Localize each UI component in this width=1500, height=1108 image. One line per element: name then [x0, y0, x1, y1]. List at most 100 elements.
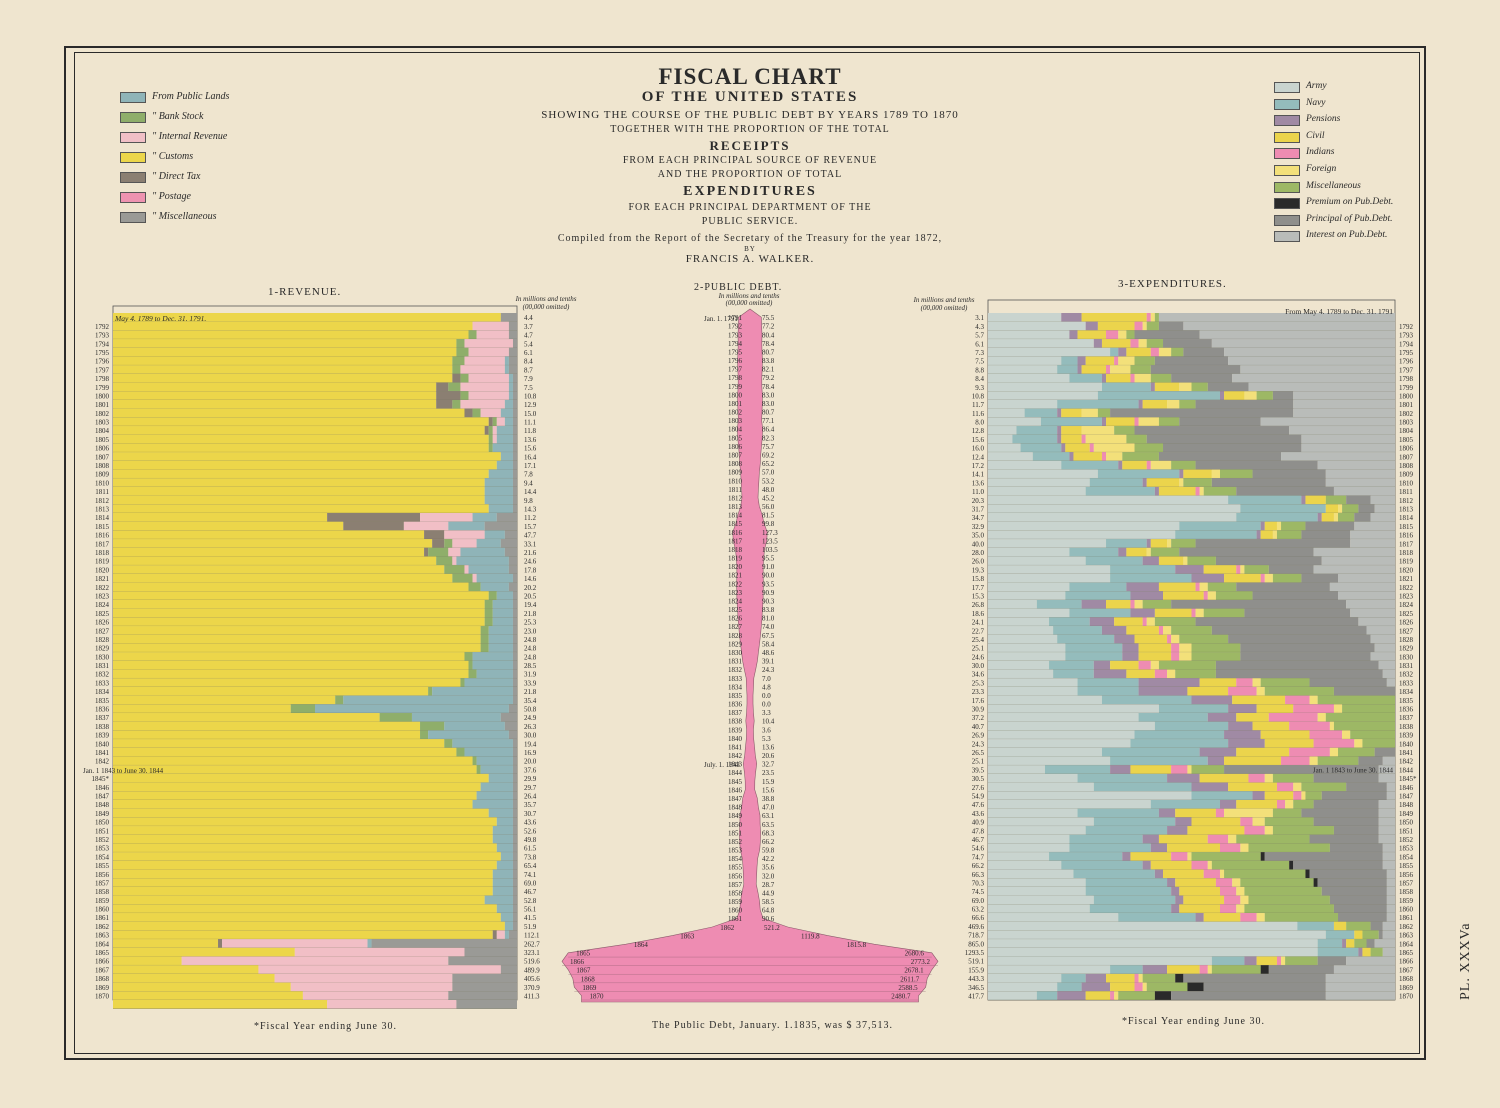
expenditure-bar-segment: [1167, 669, 1176, 679]
revenue-year-label: 1852: [95, 836, 110, 844]
revenue-year-label: 1853: [95, 845, 110, 853]
expenditure-bar-segment: [1333, 513, 1339, 522]
revenue-bar-segment: [113, 582, 469, 592]
expenditure-bar-segment: [1146, 478, 1180, 487]
revenue-bar-segment: [452, 539, 477, 548]
revenue-total-label: 14.4: [524, 488, 537, 496]
expenditure-bar-segment: [1142, 478, 1147, 487]
debt-year-label: 1856: [728, 872, 743, 880]
expenditure-total-label: 26.5: [972, 749, 985, 757]
expenditure-bar-segment: [1044, 765, 1111, 774]
revenue-bar-segment: [452, 399, 461, 409]
expenditure-bar-segment: [1256, 530, 1261, 540]
revenue-total-label: 26.3: [524, 723, 537, 731]
revenue-bar-segment: [420, 513, 473, 522]
expenditure-bar-segment: [1219, 799, 1237, 809]
revenue-bar-segment: [444, 739, 453, 748]
expenditure-bar-segment: [1154, 721, 1229, 731]
expenditure-bar-segment: [1232, 695, 1286, 705]
expenditure-bar-segment: [1317, 695, 1395, 705]
expenditure-total-label: 27.6: [972, 784, 985, 792]
revenue-bar-segment: [472, 756, 477, 766]
expenditure-bar-segment: [1081, 408, 1098, 418]
expenditure-bar-segment: [1158, 556, 1184, 566]
expenditure-bar-segment: [1374, 504, 1395, 514]
debt-value-label: 82.3: [762, 434, 775, 442]
expenditure-year-label: 1821: [1399, 575, 1414, 583]
expenditure-bar-segment: [1346, 956, 1395, 966]
expenditure-year-label: 1834: [1399, 688, 1414, 696]
revenue-bar-segment: [468, 391, 509, 400]
expenditure-total-label: 11.0: [972, 488, 984, 496]
revenue-bar-segment: [113, 495, 485, 505]
expenditure-bar-segment: [988, 886, 1086, 896]
expenditure-year-label: 1852: [1399, 836, 1414, 844]
expenditure-bar-segment: [1179, 469, 1184, 479]
expenditure-bar-segment: [1378, 817, 1395, 827]
expenditure-legend-label: Principal of Pub.Debt.: [1306, 213, 1393, 224]
expenditure-bar-segment: [1240, 895, 1249, 905]
expenditure-bar-segment: [1281, 452, 1395, 461]
expenditure-bar-segment: [1101, 339, 1131, 348]
debt-year-label: 1832: [728, 666, 743, 674]
expenditure-bar-segment: [1187, 556, 1216, 566]
expenditure-year-label: 1857: [1399, 879, 1414, 887]
expenditure-bar-segment: [1240, 365, 1395, 374]
revenue-total-label: 17.8: [524, 566, 537, 574]
revenue-total-label: 20.0: [524, 758, 537, 766]
revenue-total-label: 43.6: [524, 819, 537, 827]
expenditure-bar-segment: [1150, 460, 1172, 470]
expenditure-bar-segment: [1106, 417, 1135, 427]
expenditure-total-label: 30.0: [972, 662, 985, 670]
expenditure-bar-segment: [988, 443, 1021, 453]
expenditure-bar-segment: [1268, 565, 1314, 574]
expenditure-bar-segment: [1114, 991, 1119, 1000]
revenue-year-label: 1855: [95, 862, 110, 870]
expenditure-bar-segment: [1350, 608, 1395, 618]
expenditure-bar-segment: [1333, 921, 1347, 931]
revenue-unit-note-1: In millions and tenths: [515, 295, 577, 303]
expenditure-bar-segment: [1370, 947, 1383, 957]
revenue-bar-segment: [218, 939, 223, 948]
expenditure-year-label: 1801: [1399, 401, 1414, 409]
expenditure-bar-segment: [1057, 399, 1139, 409]
revenue-bar-segment: [488, 626, 513, 635]
revenue-bar-segment: [468, 373, 509, 383]
expenditure-bar-segment: [988, 869, 1074, 879]
expenditure-year-label: 1809: [1399, 471, 1414, 479]
expenditure-bar-segment: [988, 852, 1050, 861]
expenditure-bar-segment: [1134, 417, 1139, 427]
revenue-bar-segment: [113, 339, 457, 348]
revenue-total-label: 19.4: [524, 601, 537, 609]
expenditure-bar-segment: [1158, 347, 1172, 357]
debt-year-label: 1841: [728, 743, 743, 751]
debt-year-label: 1869: [582, 984, 597, 992]
revenue-year-label: 1795: [95, 349, 110, 357]
revenue-bar-segment: [428, 686, 433, 696]
expenditure-bar-segment: [988, 773, 1078, 783]
revenue-total-label: 31.9: [524, 671, 537, 679]
expenditure-bar-segment: [1219, 904, 1237, 914]
expenditure-bar-segment: [1101, 417, 1107, 427]
expenditure-bar-segment: [1093, 660, 1111, 670]
revenue-total-label: 21.8: [524, 610, 537, 618]
expenditure-bar-segment: [1167, 843, 1220, 853]
expenditure-bar-segment: [1215, 556, 1322, 566]
revenue-bar-segment: [472, 799, 513, 809]
expenditure-year-label: 1802: [1399, 410, 1414, 418]
debt-year-label: 1801: [728, 400, 743, 408]
expenditure-bar-segment: [1110, 347, 1119, 357]
debt-year-label: 1844: [728, 769, 743, 777]
expenditure-bar-segment: [988, 834, 1070, 844]
revenue-total-label: 15.7: [524, 523, 537, 531]
revenue-bar-segment: [113, 513, 328, 522]
expenditure-bar-segment: [1199, 678, 1237, 687]
debt-year-label: 1821: [728, 572, 743, 580]
expenditure-year-label: 1858: [1399, 888, 1414, 896]
debt-year-label: 1842: [728, 752, 743, 760]
expenditure-bar-segment: [1354, 739, 1363, 748]
expenditure-total-label: 26.9: [972, 732, 985, 740]
expenditure-bar-segment: [1057, 408, 1062, 418]
expenditure-bar-segment: [1228, 739, 1265, 748]
expenditure-bar-segment: [1252, 469, 1326, 479]
